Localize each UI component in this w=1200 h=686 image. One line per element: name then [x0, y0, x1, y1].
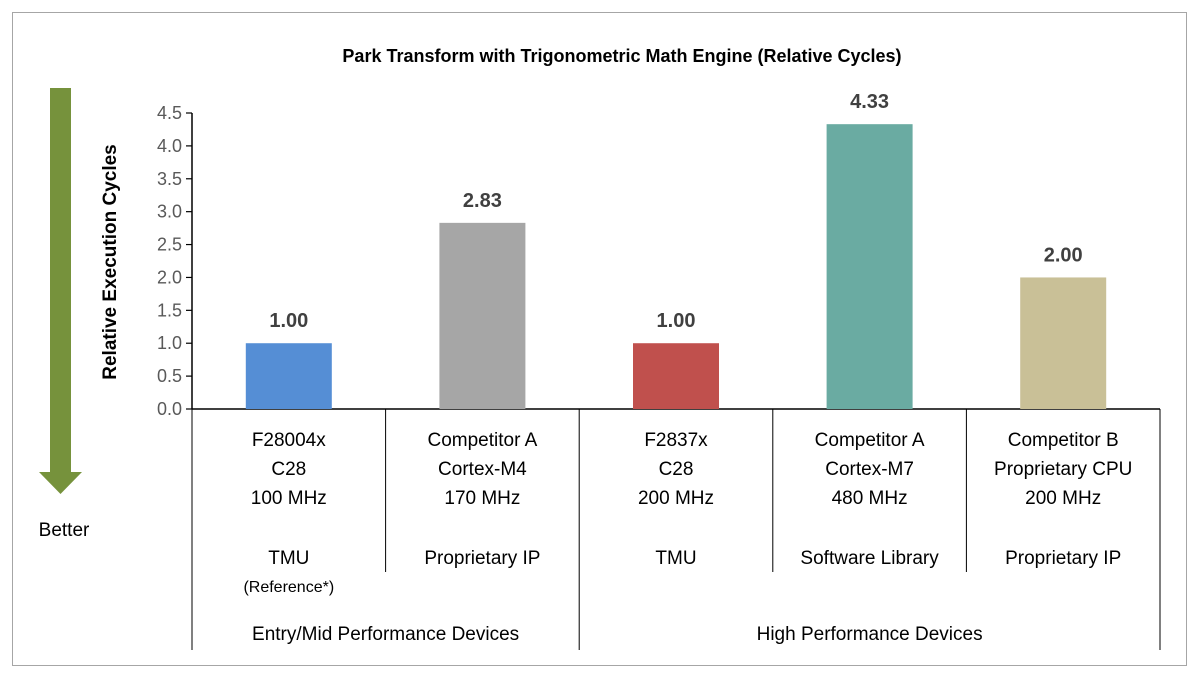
engine-label: Proprietary IP — [424, 548, 540, 569]
x-tick-label: Competitor A — [427, 430, 537, 451]
x-tick-label: Cortex-M4 — [438, 459, 527, 480]
y-tick-label: 1.5 — [157, 300, 182, 320]
bar — [245, 343, 332, 409]
x-tick-label: Competitor A — [815, 430, 925, 451]
y-tick-label: 0.0 — [157, 399, 182, 419]
engine-label: TMU — [268, 548, 309, 569]
x-tick-label: 200 MHz — [1025, 488, 1101, 509]
y-tick-label: 0.5 — [157, 366, 182, 386]
y-tick-label: 4.5 — [157, 103, 182, 123]
note-label: (Reference*) — [243, 579, 334, 596]
x-tick-label: Competitor B — [1008, 430, 1119, 451]
chart-title: Park Transform with Trigonometric Math E… — [342, 46, 901, 66]
y-tick-label: 2.0 — [157, 267, 182, 287]
y-tick-label: 3.5 — [157, 169, 182, 189]
data-label: 2.00 — [1044, 244, 1083, 266]
better-arrow-head — [39, 472, 82, 494]
x-tick-label: Cortex-M7 — [825, 459, 914, 480]
better-label: Better — [39, 520, 90, 541]
group-label: High Performance Devices — [757, 624, 983, 645]
bar — [826, 124, 913, 409]
data-label: 2.83 — [463, 190, 502, 212]
x-tick-label: F28004x — [252, 430, 326, 451]
engine-label: Software Library — [800, 548, 939, 569]
data-label: 1.00 — [657, 310, 696, 332]
bar — [1020, 277, 1107, 409]
x-tick-label: C28 — [659, 459, 694, 480]
y-tick-label: 3.0 — [157, 202, 182, 222]
x-tick-label: 100 MHz — [251, 488, 327, 509]
bar — [633, 343, 719, 409]
y-tick-label: 2.5 — [157, 235, 182, 255]
better-arrow-shaft — [50, 88, 71, 474]
x-tick-label: 170 MHz — [444, 488, 520, 509]
engine-label: TMU — [655, 548, 696, 569]
y-tick-label: 4.0 — [157, 136, 182, 156]
engine-label: Proprietary IP — [1005, 548, 1121, 569]
data-label: 4.33 — [850, 91, 889, 113]
data-label: 1.00 — [269, 310, 308, 332]
x-tick-label: Proprietary CPU — [994, 459, 1132, 480]
bar — [439, 222, 526, 409]
y-tick-label: 1.0 — [157, 333, 182, 353]
x-tick-label: F2837x — [644, 430, 708, 451]
x-tick-label: 200 MHz — [638, 488, 714, 509]
x-tick-label: C28 — [271, 459, 306, 480]
y-axis-label: Relative Execution Cycles — [100, 144, 121, 380]
chart-frame — [12, 12, 1187, 666]
x-tick-label: 480 MHz — [832, 488, 908, 509]
group-label: Entry/Mid Performance Devices — [252, 624, 519, 645]
